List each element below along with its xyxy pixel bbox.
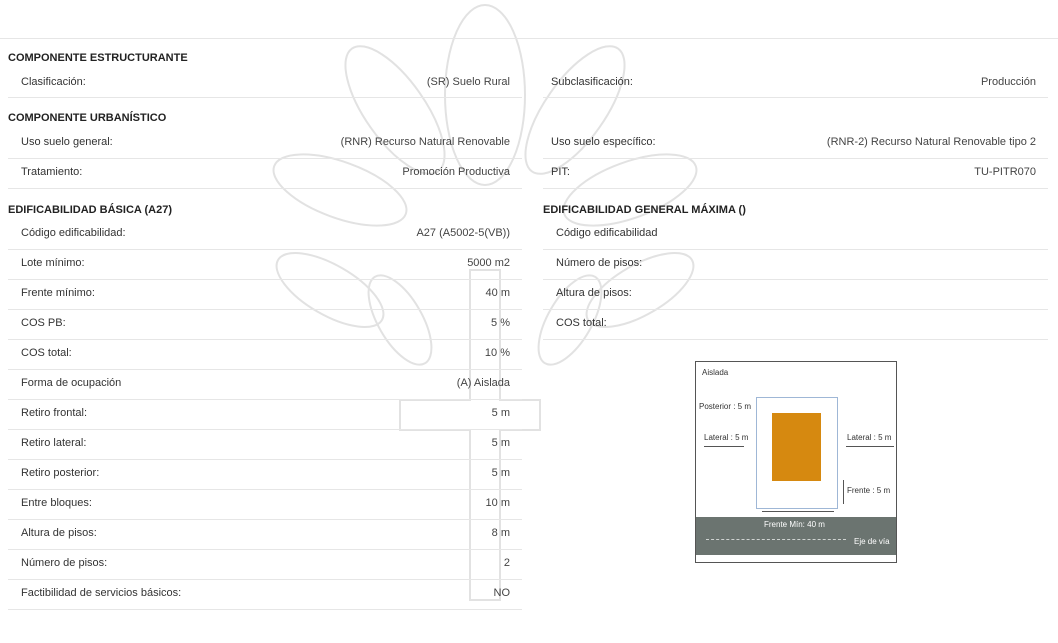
row-divider — [8, 188, 522, 189]
field-value: (A) Aislada — [456, 377, 510, 389]
lot-outline — [756, 397, 838, 509]
top-border — [0, 38, 1058, 39]
section-title: COMPONENTE URBANÍSTICO — [8, 112, 167, 124]
field-value: 2 — [503, 557, 510, 569]
field-label: Forma de ocupación — [21, 377, 122, 389]
field-label: Tratamiento: — [21, 166, 83, 178]
row-divider — [8, 249, 522, 250]
field-label: Número de pisos: — [21, 557, 108, 569]
row-divider — [543, 188, 1048, 189]
posterior-label: Posterior : 5 m — [699, 402, 752, 411]
section-title: EDIFICABILIDAD GENERAL MÁXIMA () — [543, 204, 746, 216]
row-divider — [543, 309, 1048, 310]
field-value: Producción — [980, 76, 1036, 88]
field-value: (RNR) Recurso Natural Renovable — [340, 136, 510, 148]
field-label: Retiro lateral: — [21, 437, 87, 449]
row-divider — [8, 609, 522, 610]
field-label: Retiro posterior: — [21, 467, 100, 479]
field-label: Altura de pisos: — [21, 527, 97, 539]
road: Frente Mín: 40 m Eje de vía — [696, 517, 896, 555]
field-label: Retiro frontal: — [21, 407, 88, 419]
field-label: COS total: — [21, 347, 72, 359]
row-divider — [8, 429, 522, 430]
section-title: COMPONENTE ESTRUCTURANTE — [8, 52, 188, 64]
lateral-left-label: Lateral : 5 m — [704, 433, 749, 442]
row-divider — [8, 549, 522, 550]
section-title: EDIFICABILIDAD BÁSICA (A27) — [8, 204, 172, 216]
dim-line — [843, 480, 844, 504]
field-value: 10 % — [484, 347, 510, 359]
field-label: Número de pisos: — [556, 257, 643, 269]
field-label: Subclasificación: — [551, 76, 633, 88]
field-label: COS total: — [556, 317, 607, 329]
field-label: PIT: — [551, 166, 570, 178]
diagram: Aislada Posterior : 5 m Lateral : 5 m La… — [695, 361, 897, 563]
field-label: Lote mínimo: — [21, 257, 85, 269]
field-label: Código edificabilidad: — [21, 227, 126, 239]
frente-min-label: Frente Mín: 40 m — [764, 520, 825, 529]
row-divider — [8, 399, 522, 400]
row-divider — [543, 339, 1048, 340]
row-divider — [543, 158, 1048, 159]
field-value: (SR) Suelo Rural — [426, 76, 510, 88]
eje-label: Eje de vía — [854, 537, 890, 546]
field-value: 5000 m2 — [467, 257, 510, 269]
diagram-title: Aislada — [702, 368, 729, 377]
field-value: TU-PITR070 — [974, 166, 1036, 178]
field-label: Entre bloques: — [21, 497, 92, 509]
row-divider — [8, 459, 522, 460]
lateral-right-label: Lateral : 5 m — [847, 433, 892, 442]
field-value: 40 m — [485, 287, 510, 299]
field-value: Promoción Productiva — [402, 166, 510, 178]
field-label: Uso suelo general: — [21, 136, 113, 148]
row-divider — [8, 339, 522, 340]
field-label: Código edificabilidad — [556, 227, 658, 239]
field-label: Altura de pisos: — [556, 287, 632, 299]
row-divider — [8, 279, 522, 280]
field-value: 5 m — [491, 467, 510, 479]
field-value: 10 m — [485, 497, 510, 509]
field-value: A27 (A5002-5(VB)) — [416, 227, 510, 239]
field-label: COS PB: — [21, 317, 66, 329]
row-divider — [8, 309, 522, 310]
field-value: 5 % — [491, 317, 510, 329]
field-value: 8 m — [491, 527, 510, 539]
row-divider — [8, 369, 522, 370]
dim-line — [704, 446, 744, 447]
field-label: Factibilidad de servicios básicos: — [21, 587, 182, 599]
row-divider — [8, 579, 522, 580]
field-value: NO — [493, 587, 511, 599]
field-value: 5 m — [491, 437, 510, 449]
field-label: Clasificación: — [21, 76, 86, 88]
frente-label: Frente : 5 m — [847, 486, 891, 495]
row-divider — [543, 279, 1048, 280]
row-divider — [8, 97, 522, 98]
row-divider — [8, 519, 522, 520]
dim-line — [762, 511, 834, 512]
field-value: 5 m — [491, 407, 510, 419]
building — [772, 413, 821, 481]
field-label: Frente mínimo: — [21, 287, 95, 299]
row-divider — [543, 249, 1048, 250]
road-axis — [706, 539, 846, 540]
row-divider — [543, 97, 1048, 98]
field-value: (RNR-2) Recurso Natural Renovable tipo 2 — [826, 136, 1036, 148]
dim-line — [846, 446, 894, 447]
field-label: Uso suelo específico: — [551, 136, 656, 148]
row-divider — [8, 158, 522, 159]
row-divider — [8, 489, 522, 490]
